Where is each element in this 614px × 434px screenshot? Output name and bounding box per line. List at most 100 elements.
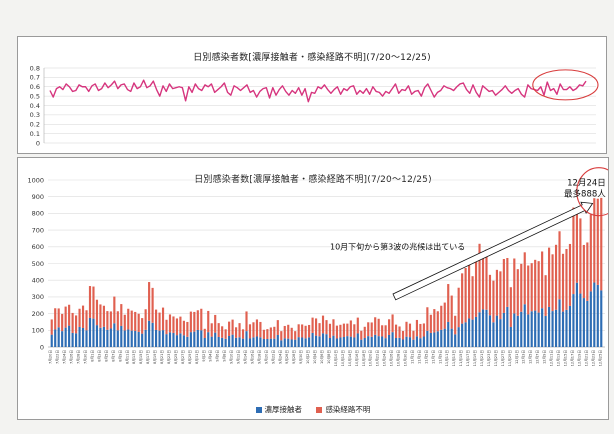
bar-close-contacts [283, 338, 286, 347]
bar-close-contacts [561, 311, 565, 347]
x-tick-label: 11月3日 [416, 350, 421, 364]
bar-unknown-route [436, 311, 439, 332]
bar-unknown-route [589, 214, 592, 292]
x-tick-label: 9月4日 [208, 350, 213, 362]
bar-close-contacts [544, 315, 547, 347]
bar-unknown-route [572, 207, 575, 295]
x-tick-label: 10月6日 [319, 350, 324, 364]
bar-close-contacts [88, 317, 92, 347]
bar-close-contacts [241, 338, 245, 347]
bar-close-contacts [579, 293, 582, 347]
bar-close-contacts [54, 329, 57, 347]
bar-unknown-route [401, 330, 405, 340]
bar-unknown-route [262, 329, 265, 339]
x-tick-label: 12月19日 [576, 350, 581, 366]
peak-date-callout: 12月24日 [567, 178, 606, 188]
y-tick-label: 200 [32, 310, 44, 318]
bar-close-contacts [457, 327, 460, 347]
bar-close-contacts [478, 312, 481, 347]
bar-unknown-route [558, 231, 561, 300]
bar-close-contacts [440, 329, 443, 347]
bar-unknown-route [75, 315, 78, 334]
ratio-line-chart-panel: 日別感染者数[濃厚接触者・感染経路不明](7/20～12/25) 0 0.1 0.2… [17, 36, 607, 154]
bar-close-contacts [537, 312, 540, 347]
bar-close-contacts [134, 330, 137, 347]
bar-unknown-route [50, 319, 53, 335]
bar-unknown-route [356, 317, 359, 334]
x-tick-label: 9月10日 [229, 350, 234, 364]
bar-close-contacts [464, 322, 467, 347]
bar-unknown-route [311, 317, 314, 333]
bar-unknown-route [478, 243, 481, 313]
bar-unknown-route [95, 299, 99, 326]
bar-close-contacts [238, 337, 241, 347]
bar-unknown-route [116, 311, 119, 331]
bar-unknown-route [241, 329, 245, 339]
x-tick-label: 9月24日 [277, 350, 282, 364]
bar-unknown-route [203, 328, 206, 338]
bar-unknown-route [541, 251, 544, 309]
bar-close-contacts [259, 337, 262, 347]
bar-unknown-route [593, 198, 596, 283]
bar-unknown-route [370, 322, 373, 337]
bar-unknown-route [238, 323, 241, 338]
bar-close-contacts [61, 331, 64, 347]
bar-unknown-route [454, 315, 457, 335]
y-tick-label: 700 [32, 226, 44, 234]
bar-unknown-route [551, 254, 554, 312]
bar-unknown-route [255, 319, 259, 337]
bar-unknown-route [398, 326, 401, 338]
bar-close-contacts [401, 339, 405, 347]
legend-label-unknown-route: 感染経路不明 [325, 405, 371, 414]
bar-unknown-route [509, 287, 512, 327]
bar-close-contacts [57, 327, 60, 347]
x-tick-label: 11月13日 [451, 350, 456, 366]
bar-close-contacts [182, 335, 185, 347]
bar-close-contacts [217, 336, 220, 347]
bar-close-contacts [252, 337, 255, 347]
bar-close-contacts [186, 336, 189, 347]
y-tick-label: 600 [32, 243, 44, 251]
x-tick-label: 8月1日 [89, 350, 94, 362]
y-tick-label: 0.2 [30, 121, 40, 129]
bar-unknown-route [54, 308, 57, 330]
chart-legend: 濃厚接触者 感染経路不明 [18, 404, 608, 415]
bar-close-contacts [266, 338, 269, 347]
bar-unknown-route [506, 257, 509, 307]
bar-close-contacts [130, 330, 133, 347]
bar-unknown-route [360, 330, 363, 340]
x-tick-label: 9月26日 [284, 350, 289, 364]
bar-unknown-route [245, 311, 248, 332]
bar-unknown-route [283, 325, 286, 339]
x-tick-label: 12月3日 [521, 350, 526, 364]
y-tick-label: 0.5 [30, 92, 40, 100]
x-tick-label: 8月27日 [180, 350, 185, 364]
x-tick-label: 8月17日 [145, 350, 150, 364]
bar-close-contacts [541, 308, 544, 347]
bar-close-contacts [530, 311, 533, 347]
bar-unknown-route [450, 295, 453, 329]
bar-close-contacts [325, 334, 328, 347]
bar-unknown-route [127, 308, 130, 330]
y-tick-label: 1000 [27, 176, 44, 184]
y-tick-label: 0.4 [30, 102, 40, 110]
bar-close-contacts [234, 337, 238, 347]
bar-unknown-route [120, 304, 123, 326]
bar-unknown-route [461, 273, 464, 324]
peak-highlight-ellipse [576, 167, 608, 217]
bar-close-contacts [516, 315, 519, 347]
bar-close-contacts [120, 325, 123, 347]
bar-unknown-route [349, 320, 352, 337]
bar-close-contacts [582, 298, 585, 347]
bar-unknown-route [308, 324, 311, 338]
bar-unknown-route [513, 258, 516, 314]
bar-close-contacts [155, 329, 158, 347]
bar-unknown-route [548, 247, 551, 307]
bar-close-contacts [158, 330, 161, 347]
x-tick-label: 10月24日 [382, 350, 387, 366]
x-tick-label: 9月28日 [291, 350, 296, 364]
bar-unknown-route [440, 305, 443, 330]
bar-close-contacts [520, 311, 523, 347]
x-tick-label: 9月14日 [243, 350, 248, 364]
